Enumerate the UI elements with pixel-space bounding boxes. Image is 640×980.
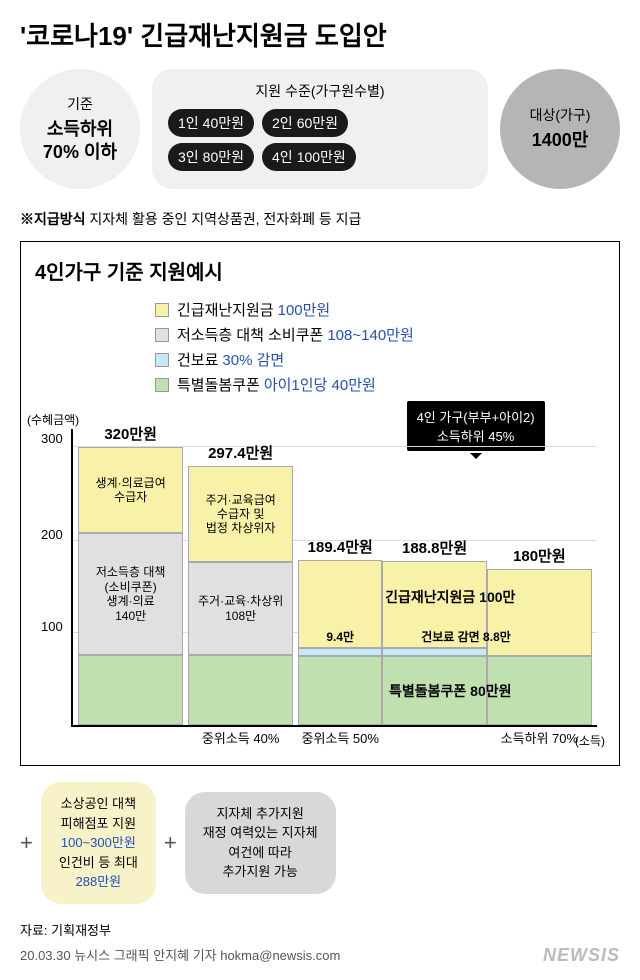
pill-3: 3인 80만원 [168, 143, 254, 171]
bar-value-label: 189.4만원 [298, 536, 382, 557]
lg-l1: 지자체 추가지원 [203, 804, 318, 824]
chart-title: 4인가구 기준 지원예시 [35, 256, 605, 285]
legend-item: 긴급재난지원금100만원 [155, 299, 605, 320]
sb-l2: 피해점포 지원 [59, 814, 138, 834]
top-summary-row: 기준 소득하위 70% 이하 지원 수준(가구원수별) 1인 40만원 2인 6… [20, 69, 620, 189]
overlay-label: 긴급재난지원금 100만 [325, 587, 577, 607]
bar-segment: 저소득층 대책 (소비쿠폰) 생계·의료 140만 [78, 533, 183, 655]
callout-box: 4인 가구(부부+아이2) 소득하위 45% [407, 401, 545, 451]
x-tick: 중위소득 50% [290, 728, 391, 747]
chart-box: 4인가구 기준 지원예시 긴급재난지원금100만원저소득층 대책 소비쿠폰108… [20, 241, 620, 766]
support-levels-title: 지원 수준(가구원수별) [168, 81, 472, 101]
credit-text: 20.03.30 뉴시스 그래픽 안지혜 기자 hokma@newsis.com [20, 945, 620, 964]
bar-segment [188, 655, 293, 725]
sb-l1: 소상공인 대책 [59, 794, 138, 814]
brand-logo: NEWSIS [543, 945, 620, 966]
support-levels-box: 지원 수준(가구원수별) 1인 40만원 2인 60만원 3인 80만원 4인 … [152, 69, 488, 189]
sb-l4: 인건비 등 최대 [59, 853, 138, 873]
overlay-label: 건보료 감면 8.8만 [387, 628, 544, 645]
x-tick: 소득하위 70% [476, 728, 602, 747]
additional-support-row: + 소상공인 대책 피해점포 지원 100~300만원 인건비 등 최대 288… [20, 782, 620, 904]
bar-group: 320만원생계·의료급여 수급자저소득층 대책 (소비쿠폰) 생계·의료 140… [78, 447, 183, 725]
y-tick: 200 [41, 527, 63, 542]
bar-value-label: 188.8만원 [382, 537, 487, 558]
small-biz-bubble: 소상공인 대책 피해점포 지원 100~300만원 인건비 등 최대 288만원 [41, 782, 156, 904]
plus-icon: + [164, 830, 177, 856]
pill-4: 4인 100만원 [262, 143, 356, 171]
legend-item: 특별돌봄쿠폰아이1인당 40만원 [155, 374, 605, 395]
lg-l4: 추가지원 가능 [203, 862, 318, 882]
target-value: 1400만 [532, 129, 589, 152]
plus-icon: + [20, 830, 33, 856]
pill-1: 1인 40만원 [168, 109, 254, 137]
overlay-label: 특별돌봄쿠폰 80만원 [325, 681, 577, 701]
sb-l3: 100~300만원 [59, 833, 138, 853]
pill-2: 2인 60만원 [262, 109, 348, 137]
bar-value-label: 180만원 [487, 545, 592, 566]
bar-segment: 주거·교육급여 수급자 및 법정 차상위자 [188, 466, 293, 562]
y-tick: 300 [41, 431, 63, 446]
x-tick: 중위소득 40% [178, 728, 304, 747]
legend-item: 건보료30% 감면 [155, 349, 605, 370]
bar-value-label: 320만원 [78, 423, 183, 444]
y-axis-label: (수혜금액) [27, 411, 79, 428]
lg-l3: 여건에 따라 [203, 843, 318, 863]
target-circle: 대상(가구) 1400만 [500, 69, 620, 189]
criteria-circle: 기준 소득하위 70% 이하 [20, 69, 140, 189]
note-rest: 지자체 활용 중인 지역상품권, 전자화폐 등 지급 [86, 211, 362, 227]
local-gov-bubble: 지자체 추가지원 재정 여력있는 지자체 여건에 따라 추가지원 가능 [185, 792, 336, 894]
note-prefix: ※지급방식 [20, 211, 86, 227]
legend-item: 저소득층 대책 소비쿠폰108~140만원 [155, 324, 605, 345]
criteria-label: 기준 [67, 94, 93, 114]
bar-segment [298, 648, 382, 656]
chart-area: (수혜금액) (소득) 4인 가구(부부+아이2) 소득하위 45% 320만원… [35, 411, 605, 751]
source-text: 자료: 기획재정부 [20, 920, 620, 939]
plot-area: 4인 가구(부부+아이2) 소득하위 45% 320만원생계·의료급여 수급자저… [71, 429, 597, 727]
bar-segment: 생계·의료급여 수급자 [78, 447, 183, 533]
overlay-label: 9.4만 [304, 628, 377, 645]
sb-l5: 288만원 [59, 872, 138, 892]
criteria-value: 소득하위 70% 이하 [43, 118, 117, 165]
bar-value-label: 297.4만원 [188, 442, 293, 463]
payment-note: ※지급방식 지자체 활용 중인 지역상품권, 전자화폐 등 지급 [20, 209, 620, 229]
bar-segment [78, 655, 183, 725]
lg-l2: 재정 여력있는 지자체 [203, 823, 318, 843]
chart-legend: 긴급재난지원금100만원저소득층 대책 소비쿠폰108~140만원건보료30% … [155, 299, 605, 395]
target-label: 대상(가구) [530, 105, 591, 125]
y-tick: 100 [41, 619, 63, 634]
bar-segment: 주거·교육·차상위 108만 [188, 562, 293, 655]
bar-group: 297.4만원주거·교육급여 수급자 및 법정 차상위자주거·교육·차상위 10… [188, 466, 293, 725]
bar-segment [382, 648, 487, 656]
main-title: '코로나19' 긴급재난지원금 도입안 [20, 16, 620, 53]
